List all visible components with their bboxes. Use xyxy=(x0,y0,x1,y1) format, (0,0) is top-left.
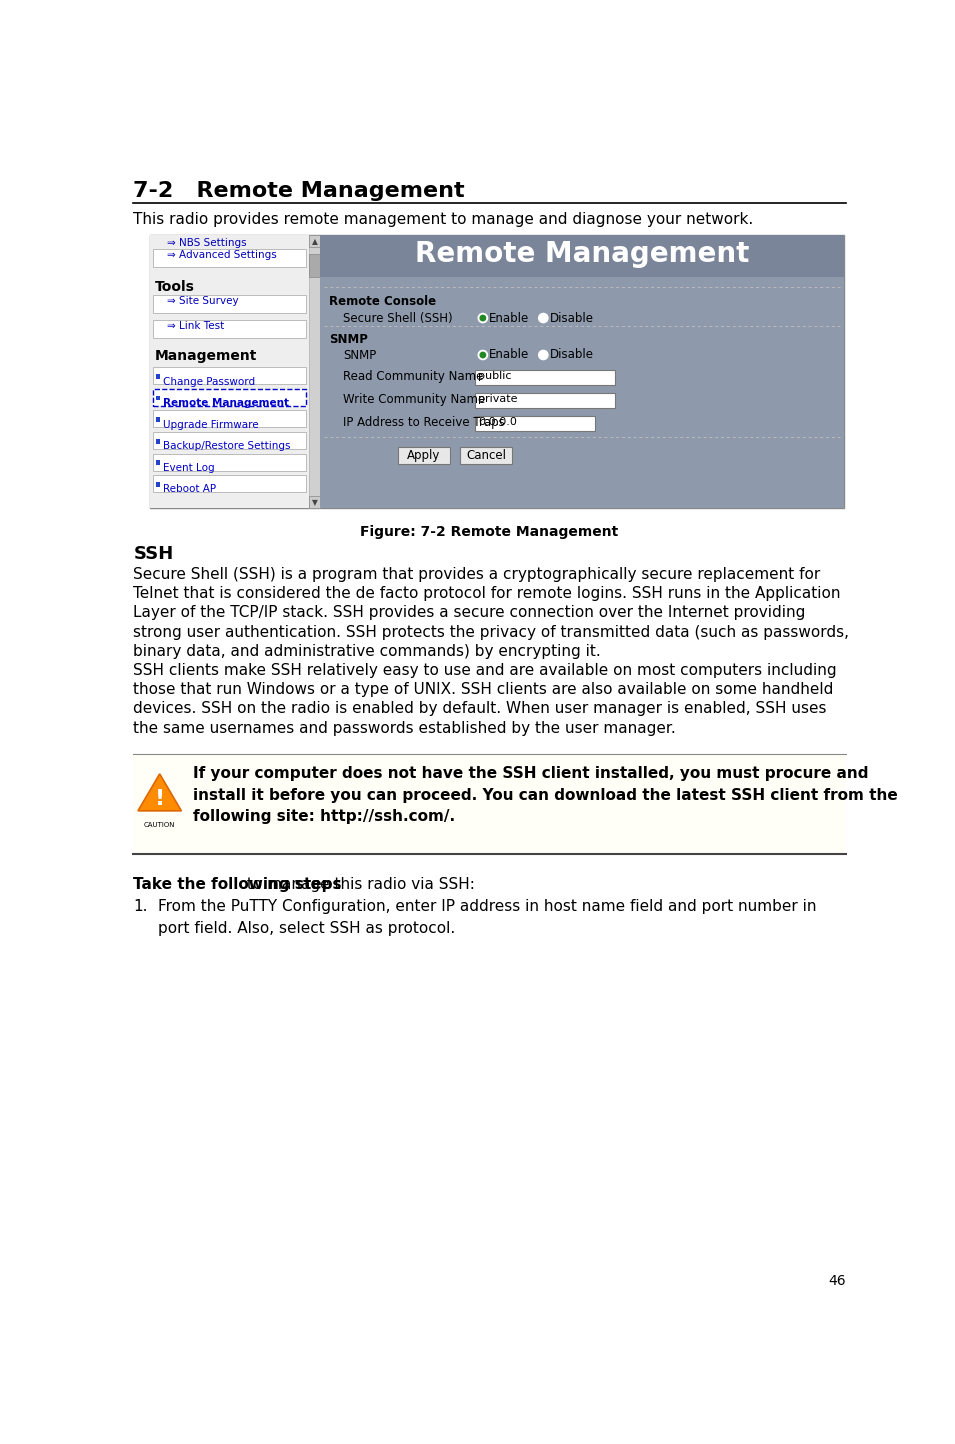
Text: ⇒ Site Survey: ⇒ Site Survey xyxy=(167,296,239,306)
Text: 0.0.0.0: 0.0.0.0 xyxy=(478,417,517,427)
Text: SNMP: SNMP xyxy=(329,332,369,345)
Text: Remote Management: Remote Management xyxy=(414,240,750,267)
Bar xyxy=(156,482,160,487)
Text: From the PuTTY Configuration, enter IP address in host name field and port numbe: From the PuTTY Configuration, enter IP a… xyxy=(159,898,817,914)
Text: Change Password: Change Password xyxy=(162,377,255,387)
Text: Apply: Apply xyxy=(407,449,440,462)
Bar xyxy=(156,439,160,443)
FancyBboxPatch shape xyxy=(154,367,307,384)
FancyBboxPatch shape xyxy=(309,254,320,277)
Text: Secure Shell (SSH): Secure Shell (SSH) xyxy=(344,312,453,325)
Text: Telnet that is considered the de facto protocol for remote logins. SSH runs in t: Telnet that is considered the de facto p… xyxy=(134,586,840,601)
Text: Enable: Enable xyxy=(489,312,529,325)
FancyBboxPatch shape xyxy=(154,453,307,471)
Text: Disable: Disable xyxy=(549,348,593,361)
Text: Remote Console: Remote Console xyxy=(329,295,436,308)
Text: CAUTION: CAUTION xyxy=(144,822,176,827)
Text: binary data, and administrative commands) by encrypting it.: binary data, and administrative commands… xyxy=(134,644,601,658)
Polygon shape xyxy=(138,774,181,812)
Text: to manage this radio via SSH:: to manage this radio via SSH: xyxy=(243,877,475,892)
Text: SNMP: SNMP xyxy=(344,349,376,362)
FancyBboxPatch shape xyxy=(154,432,307,449)
Text: strong user authentication. SSH protects the privacy of transmitted data (such a: strong user authentication. SSH protects… xyxy=(134,624,849,640)
Circle shape xyxy=(478,351,487,360)
Text: Write Community Name: Write Community Name xyxy=(344,393,485,406)
FancyBboxPatch shape xyxy=(154,248,307,267)
FancyBboxPatch shape xyxy=(475,393,615,409)
FancyBboxPatch shape xyxy=(134,754,845,853)
Bar xyxy=(156,374,160,378)
Text: ⇒ Link Test: ⇒ Link Test xyxy=(167,321,224,331)
Text: !: ! xyxy=(155,790,164,809)
Text: Remote Management: Remote Management xyxy=(162,399,288,409)
Circle shape xyxy=(480,352,485,358)
Circle shape xyxy=(539,351,548,360)
Text: port field. Also, select SSH as protocol.: port field. Also, select SSH as protocol… xyxy=(159,921,456,936)
FancyBboxPatch shape xyxy=(309,495,320,508)
Text: private: private xyxy=(478,394,518,404)
Text: Upgrade Firmware: Upgrade Firmware xyxy=(162,420,259,430)
Text: install it before you can proceed. You can download the latest SSH client from t: install it before you can proceed. You c… xyxy=(193,788,898,803)
Bar xyxy=(156,417,160,422)
FancyBboxPatch shape xyxy=(320,235,844,277)
FancyBboxPatch shape xyxy=(154,319,307,338)
Text: public: public xyxy=(478,371,512,381)
Text: Event Log: Event Log xyxy=(162,462,215,472)
FancyBboxPatch shape xyxy=(459,446,512,464)
Text: devices. SSH on the radio is enabled by default. When user manager is enabled, S: devices. SSH on the radio is enabled by … xyxy=(134,702,827,716)
Text: 46: 46 xyxy=(828,1275,845,1288)
Text: ⇒ NBS Settings: ⇒ NBS Settings xyxy=(167,238,247,248)
Text: ▼: ▼ xyxy=(311,498,318,507)
Circle shape xyxy=(539,313,548,322)
FancyBboxPatch shape xyxy=(475,370,615,386)
Text: 1.: 1. xyxy=(134,898,148,914)
Text: Disable: Disable xyxy=(549,312,593,325)
FancyBboxPatch shape xyxy=(397,446,451,464)
Text: 7-2   Remote Management: 7-2 Remote Management xyxy=(134,180,465,201)
FancyBboxPatch shape xyxy=(154,475,307,492)
FancyBboxPatch shape xyxy=(320,235,844,508)
FancyBboxPatch shape xyxy=(309,235,320,247)
Text: Secure Shell (SSH) is a program that provides a cryptographically secure replace: Secure Shell (SSH) is a program that pro… xyxy=(134,566,820,582)
Text: the same usernames and passwords established by the user manager.: the same usernames and passwords establi… xyxy=(134,721,676,736)
FancyBboxPatch shape xyxy=(154,388,307,406)
Circle shape xyxy=(478,313,487,322)
Text: Reboot AP: Reboot AP xyxy=(162,484,216,494)
Text: Tools: Tools xyxy=(155,280,195,293)
Text: following site: http://ssh.com/.: following site: http://ssh.com/. xyxy=(193,809,456,825)
Circle shape xyxy=(480,315,485,321)
Text: Backup/Restore Settings: Backup/Restore Settings xyxy=(162,442,290,451)
Text: Figure: 7-2 Remote Management: Figure: 7-2 Remote Management xyxy=(360,526,618,539)
Text: This radio provides remote management to manage and diagnose your network.: This radio provides remote management to… xyxy=(134,212,753,227)
Bar xyxy=(156,396,160,400)
FancyBboxPatch shape xyxy=(309,235,320,508)
FancyBboxPatch shape xyxy=(150,235,309,508)
FancyBboxPatch shape xyxy=(154,410,307,427)
Text: ⇒ Advanced Settings: ⇒ Advanced Settings xyxy=(167,250,277,260)
Text: Cancel: Cancel xyxy=(466,449,506,462)
FancyBboxPatch shape xyxy=(154,295,307,313)
Text: IP Address to Receive Traps: IP Address to Receive Traps xyxy=(344,416,505,429)
Text: those that run Windows or a type of UNIX. SSH clients are also available on some: those that run Windows or a type of UNIX… xyxy=(134,682,834,697)
Text: ▲: ▲ xyxy=(311,237,318,245)
Text: Enable: Enable xyxy=(489,348,529,361)
Text: Take the following steps: Take the following steps xyxy=(134,877,342,892)
Bar xyxy=(156,461,160,465)
Text: SSH clients make SSH relatively easy to use and are available on most computers : SSH clients make SSH relatively easy to … xyxy=(134,663,837,679)
Text: SSH: SSH xyxy=(134,546,174,563)
Text: Management: Management xyxy=(155,349,258,362)
Text: Layer of the TCP/IP stack. SSH provides a secure connection over the Internet pr: Layer of the TCP/IP stack. SSH provides … xyxy=(134,605,806,621)
Text: If your computer does not have the SSH client installed, you must procure and: If your computer does not have the SSH c… xyxy=(193,767,868,781)
Text: Read Community Name: Read Community Name xyxy=(344,370,484,383)
FancyBboxPatch shape xyxy=(150,235,844,508)
FancyBboxPatch shape xyxy=(475,416,595,432)
